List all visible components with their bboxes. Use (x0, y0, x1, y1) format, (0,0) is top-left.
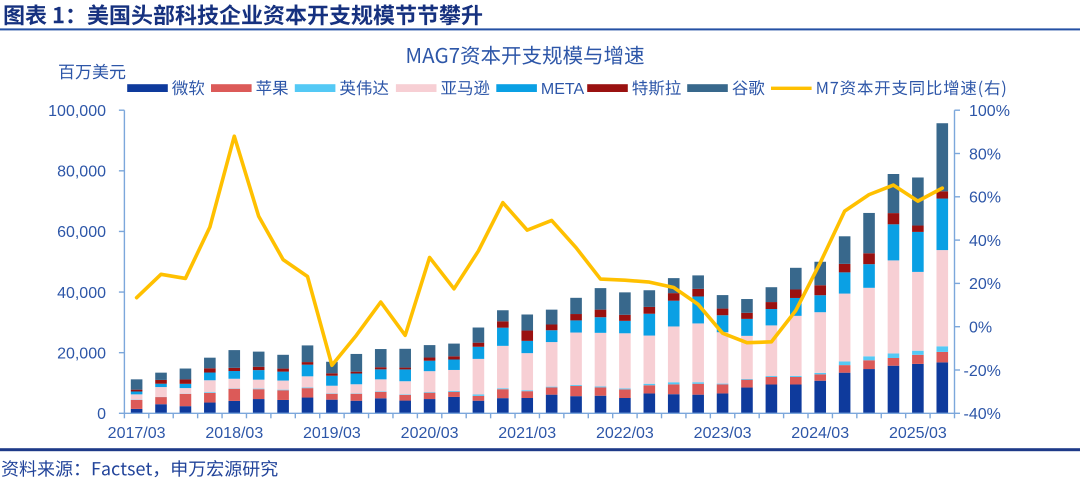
svg-text:40,000: 40,000 (57, 285, 106, 302)
svg-text:20,000: 20,000 (57, 346, 106, 363)
svg-text:2020/03: 2020/03 (401, 425, 459, 442)
svg-text:60,000: 60,000 (57, 224, 106, 241)
svg-text:2022/03: 2022/03 (596, 425, 654, 442)
svg-text:0: 0 (97, 406, 106, 423)
svg-text:80%: 80% (969, 146, 1001, 163)
svg-text:-20%: -20% (964, 363, 1001, 380)
svg-text:2021/03: 2021/03 (498, 425, 556, 442)
svg-text:0%: 0% (969, 320, 992, 337)
svg-text:2023/03: 2023/03 (694, 425, 752, 442)
svg-text:2018/03: 2018/03 (205, 425, 263, 442)
svg-text:2017/03: 2017/03 (108, 425, 166, 442)
svg-text:100%: 100% (969, 103, 1010, 120)
svg-text:60%: 60% (969, 190, 1001, 207)
svg-text:2024/03: 2024/03 (791, 425, 849, 442)
svg-text:100,000: 100,000 (48, 103, 106, 120)
svg-text:20%: 20% (969, 276, 1001, 293)
svg-text:40%: 40% (969, 233, 1001, 250)
svg-text:2019/03: 2019/03 (303, 425, 361, 442)
svg-text:-40%: -40% (964, 406, 1001, 423)
svg-text:80,000: 80,000 (57, 164, 106, 181)
svg-text:META: META (541, 81, 585, 98)
svg-text:2025/03: 2025/03 (889, 425, 947, 442)
